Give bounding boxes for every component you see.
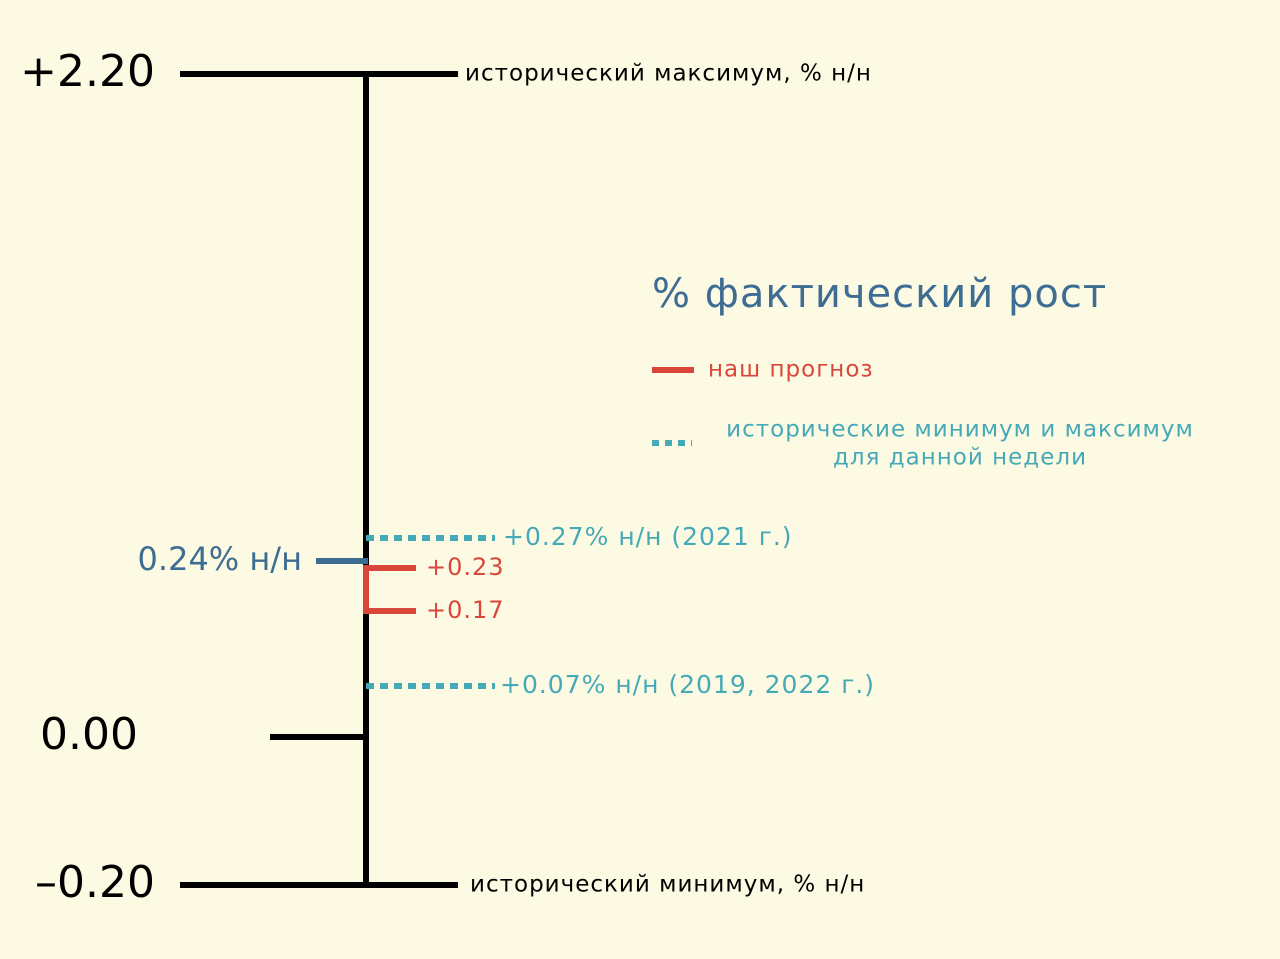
tick-label-zero: 0.00 — [40, 709, 138, 760]
historical-max-label: исторический максимум, % н/н — [465, 61, 872, 87]
week-min-label: +0.07% н/н (2019, 2022 г.) — [500, 670, 875, 699]
legend-forecast-label: наш прогноз — [708, 357, 874, 383]
week-max-label: +0.27% н/н (2021 г.) — [503, 522, 793, 551]
forecast-low-label: +0.17 — [426, 596, 505, 624]
legend: % фактический рост наш прогноз историчес… — [652, 271, 1194, 471]
forecast-bracket — [363, 565, 416, 614]
historical-min-label: исторический минимум, % н/н — [470, 872, 865, 898]
tick-label-min: –0.20 — [35, 857, 155, 908]
tick-label-max: +2.20 — [20, 46, 155, 97]
legend-extremes-label-line1: исторические минимум и максимум — [726, 417, 1194, 443]
legend-extremes-label-line2: для данной недели — [833, 445, 1087, 471]
legend-title: % фактический рост — [652, 271, 1107, 317]
forecast-high-label: +0.23 — [426, 553, 505, 581]
actual-value-label: 0.24% н/н — [138, 540, 302, 578]
